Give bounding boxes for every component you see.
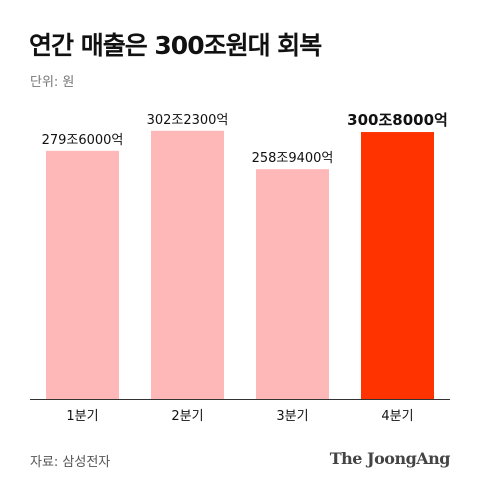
bar-4	[361, 132, 434, 400]
value-label-4: 300조8000억	[347, 111, 448, 129]
chart-title: 연간 매출은 300조원대 회복	[29, 31, 322, 60]
category-label-2: 2분기	[171, 409, 203, 424]
bar-3	[256, 169, 329, 399]
source-note: 자료: 삼성전자	[30, 455, 111, 470]
labels-group: 279조6000억 1분기 302조2300억 2분기 258조9400억 3분기 300조…	[42, 111, 448, 424]
bar-1	[46, 150, 119, 399]
category-label-3: 3분기	[276, 409, 308, 424]
bar-2	[151, 130, 224, 399]
value-label-1: 279조6000억	[42, 133, 124, 148]
value-label-3: 258조9400억	[252, 151, 334, 166]
value-label-2: 302조2300억	[147, 113, 229, 128]
category-label-4: 4분기	[381, 409, 413, 424]
category-label-1: 1분기	[66, 409, 98, 424]
bars-group	[46, 130, 434, 400]
publisher-logo: The JoongAng	[329, 449, 451, 468]
unit-label: 단위: 원	[30, 75, 75, 90]
